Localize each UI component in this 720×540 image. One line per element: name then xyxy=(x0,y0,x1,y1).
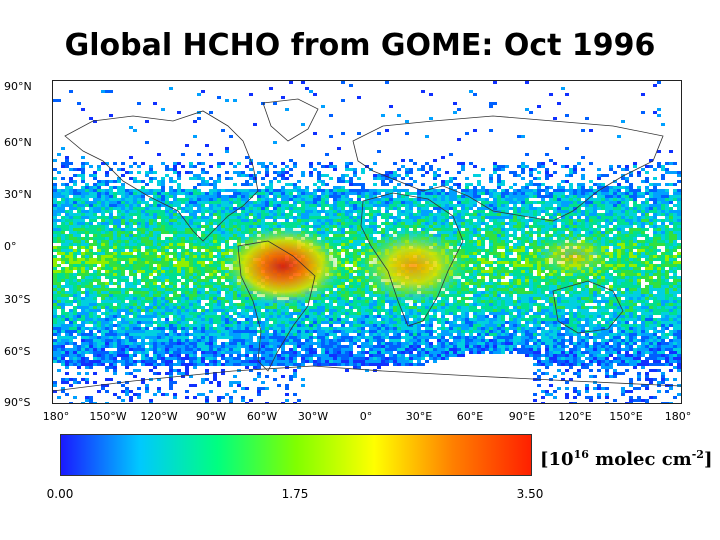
coast-north-america xyxy=(64,110,259,242)
lon-label-180w: 180° xyxy=(42,410,70,423)
lon-label-90w: 90°W xyxy=(195,410,227,423)
lat-label-30s: 30°S xyxy=(4,293,31,306)
lat-label-30n: 30°N xyxy=(4,188,32,201)
colorbar-tick-min: 0.00 xyxy=(46,487,74,501)
lat-label-60n: 60°N xyxy=(4,136,32,149)
hcho-map-svg xyxy=(53,81,681,403)
lon-label-150e: 150°E xyxy=(609,410,643,423)
lon-label-90e: 90°E xyxy=(508,410,536,423)
hcho-map xyxy=(52,80,682,404)
units-exponent-1: 16 xyxy=(573,448,589,461)
map-title: Global HCHO from GOME: Oct 1996 xyxy=(64,28,656,63)
lon-label-120e: 120°E xyxy=(558,410,592,423)
coast-greenland xyxy=(262,98,319,142)
lat-label-60s: 60°S xyxy=(4,345,31,358)
lon-label-120w: 120°W xyxy=(140,410,178,423)
lon-label-0: 0° xyxy=(359,410,373,423)
lon-label-60e: 60°E xyxy=(456,410,484,423)
coast-antarctica xyxy=(53,365,681,392)
lon-label-30e: 30°E xyxy=(405,410,433,423)
units-middle: molec cm xyxy=(588,449,692,470)
units-exponent-2: -2 xyxy=(691,448,704,461)
lat-label-90n: 90°N xyxy=(4,80,32,93)
lon-label-180e: 180° xyxy=(664,410,692,423)
colorbar xyxy=(60,434,532,476)
units-prefix: [10 xyxy=(540,449,574,470)
colorbar-tick-max: 3.50 xyxy=(516,487,544,501)
lon-label-30w: 30°W xyxy=(297,410,329,423)
hotspot-south-america xyxy=(223,226,343,306)
hotspot-africa xyxy=(358,228,468,304)
colorbar-tick-mid: 1.75 xyxy=(281,487,309,501)
units-label: [1016 molec cm-2] xyxy=(540,448,713,470)
hotspot-se-asia xyxy=(533,234,613,278)
lon-label-60w: 60°W xyxy=(246,410,278,423)
coast-eurasia xyxy=(352,115,664,222)
units-suffix: ] xyxy=(703,449,713,470)
lat-label-0: 0° xyxy=(4,240,17,253)
lon-label-150w: 150°W xyxy=(89,410,127,423)
coast-africa xyxy=(360,192,464,327)
lat-label-90s: 90°S xyxy=(4,396,31,409)
coast-australia xyxy=(552,280,624,334)
coast-south-america xyxy=(237,240,316,372)
